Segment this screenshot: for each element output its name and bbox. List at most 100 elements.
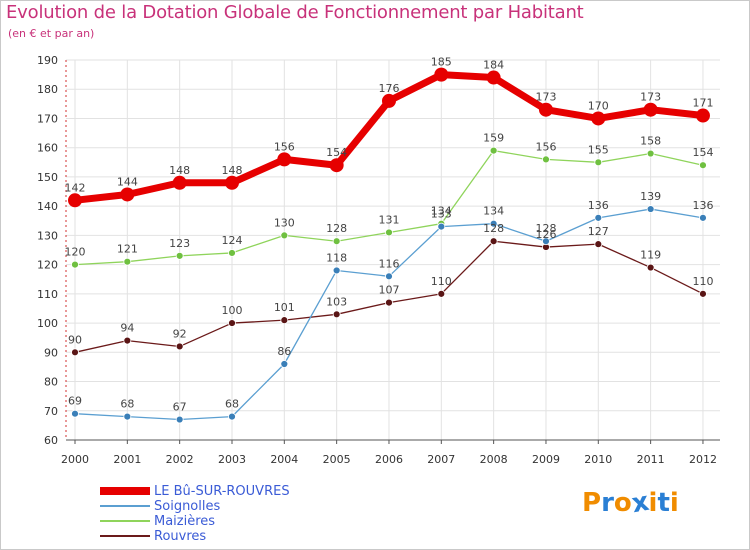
data-label: 90	[68, 333, 82, 346]
data-label: 171	[692, 97, 713, 110]
y-tick-label: 90	[44, 346, 58, 359]
data-label: 148	[221, 164, 242, 177]
x-tick-label: 2006	[375, 453, 403, 466]
y-tick-label: 140	[37, 200, 58, 213]
x-tick-label: 2007	[427, 453, 455, 466]
data-label: 86	[277, 345, 291, 358]
data-label: 134	[431, 205, 452, 218]
data-point	[489, 219, 498, 228]
data-point	[381, 93, 396, 108]
legend-label: Soignolles	[154, 499, 221, 514]
data-label: 184	[483, 59, 504, 72]
data-point	[172, 175, 187, 190]
data-point	[224, 175, 239, 190]
data-point	[489, 146, 498, 155]
y-tick-label: 60	[44, 434, 58, 447]
data-label: 128	[483, 222, 504, 235]
data-label: 139	[640, 190, 661, 203]
data-label: 123	[169, 237, 190, 250]
data-label: 142	[65, 181, 86, 194]
y-tick-label: 180	[37, 83, 58, 96]
data-label: 69	[68, 395, 82, 408]
data-point	[280, 316, 289, 325]
data-point	[646, 205, 655, 213]
data-label: 92	[173, 327, 187, 340]
data-label: 155	[588, 143, 609, 156]
data-point	[120, 187, 135, 202]
legend-label: Maizières	[154, 514, 216, 529]
data-label: 173	[640, 91, 661, 104]
data-label: 118	[326, 251, 347, 264]
data-point	[643, 102, 658, 117]
data-point	[646, 149, 655, 158]
data-label: 144	[117, 175, 138, 188]
data-point	[123, 336, 132, 345]
data-point	[332, 310, 341, 319]
legend-label: LE Bû-SUR-ROUVRES	[154, 484, 290, 499]
data-point	[594, 240, 603, 249]
logo-letter: i	[669, 488, 679, 518]
data-point	[486, 70, 501, 85]
data-label: 110	[431, 275, 452, 288]
data-label: 154	[326, 146, 347, 159]
data-label: 101	[274, 301, 295, 314]
y-tick-label: 150	[37, 171, 58, 184]
data-point	[542, 237, 550, 246]
data-point	[280, 231, 289, 240]
data-point	[68, 193, 82, 208]
data-point	[175, 251, 184, 260]
y-tick-label: 100	[37, 317, 58, 330]
proxiti-logo: Proxiti	[582, 487, 679, 519]
x-tick-label: 2002	[166, 453, 194, 466]
x-tick-label: 2011	[637, 453, 665, 466]
y-tick-label: 110	[37, 288, 58, 301]
data-label: 131	[378, 213, 399, 226]
data-label: 130	[274, 216, 295, 229]
data-point	[385, 228, 393, 237]
data-point	[385, 298, 393, 307]
x-tick-label: 2004	[270, 453, 298, 466]
data-point	[228, 412, 236, 421]
logo-letter: o	[613, 488, 632, 518]
y-tick-label: 190	[37, 54, 58, 67]
y-tick-label: 130	[37, 229, 58, 242]
data-point	[594, 213, 603, 222]
data-label: 170	[588, 99, 609, 112]
data-point	[175, 342, 184, 351]
data-point	[71, 409, 79, 418]
data-label: 67	[173, 401, 187, 414]
data-label: 120	[65, 246, 86, 259]
data-label: 156	[535, 140, 556, 153]
data-point	[434, 67, 449, 82]
data-label: 176	[378, 82, 399, 95]
x-tick-label: 2000	[61, 453, 89, 466]
data-point	[332, 266, 341, 275]
data-label: 128	[535, 222, 556, 235]
data-label: 134	[483, 205, 504, 218]
data-label: 119	[640, 249, 661, 262]
data-point	[646, 263, 655, 272]
legend-swatch	[100, 505, 150, 507]
x-tick-label: 2003	[218, 453, 246, 466]
data-point	[228, 319, 236, 327]
data-label: 68	[120, 398, 134, 411]
y-tick-label: 120	[37, 259, 58, 272]
data-point	[71, 260, 79, 269]
data-label: 159	[483, 132, 504, 145]
data-label: 68	[225, 398, 239, 411]
data-point	[489, 237, 498, 246]
x-tick-label: 2012	[689, 453, 717, 466]
legend-swatch	[100, 520, 150, 522]
data-label: 185	[431, 56, 452, 69]
data-label: 127	[588, 225, 609, 238]
data-label: 121	[117, 243, 138, 256]
data-label: 173	[535, 91, 556, 104]
legend-swatch	[100, 487, 150, 495]
x-tick-label: 2009	[532, 453, 560, 466]
x-tick-label: 2005	[323, 453, 351, 466]
data-label: 107	[378, 284, 399, 297]
data-point	[699, 213, 707, 222]
chart-subtitle: (en € et par an)	[8, 27, 95, 40]
data-label: 103	[326, 295, 347, 308]
legend-label: Rouvres	[154, 529, 207, 544]
